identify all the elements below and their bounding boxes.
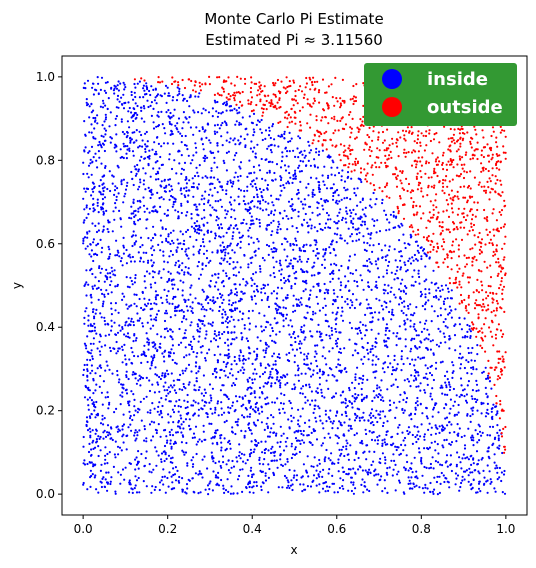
chart-title: Monte Carlo Pi Estimate xyxy=(204,10,383,28)
x-tick-label: 0.6 xyxy=(327,522,346,536)
legend-marker-outside xyxy=(382,97,402,117)
inside-points xyxy=(82,76,507,496)
x-tick-label: 0.0 xyxy=(74,522,93,536)
y-tick-label: 1.0 xyxy=(36,70,55,84)
x-tick-label: 0.4 xyxy=(243,522,262,536)
legend-label-inside: inside xyxy=(427,69,488,90)
legend: inside outside xyxy=(364,63,517,126)
x-tick-label: 0.8 xyxy=(412,522,431,536)
chart-subtitle: Estimated Pi ≈ 3.11560 xyxy=(205,31,383,49)
legend-marker-inside xyxy=(382,69,402,89)
y-tick-label: 0.2 xyxy=(36,404,55,418)
y-tick-label: 0.0 xyxy=(36,487,55,501)
x-tick-label: 0.2 xyxy=(158,522,177,536)
x-axis-ticks: 0.0 0.2 0.4 0.6 0.8 1.0 xyxy=(74,515,515,536)
y-tick-label: 0.4 xyxy=(36,320,55,334)
y-axis-label: y xyxy=(10,282,24,289)
legend-label-outside: outside xyxy=(427,97,503,118)
x-axis-label: x xyxy=(290,543,297,557)
y-tick-label: 0.8 xyxy=(36,153,55,167)
plot-frame xyxy=(61,55,528,516)
x-tick-label: 1.0 xyxy=(496,522,515,536)
y-tick-label: 0.6 xyxy=(36,237,55,251)
y-axis-ticks: 0.0 0.2 0.4 0.6 0.8 1.0 xyxy=(36,70,62,501)
legend-box xyxy=(364,63,517,126)
